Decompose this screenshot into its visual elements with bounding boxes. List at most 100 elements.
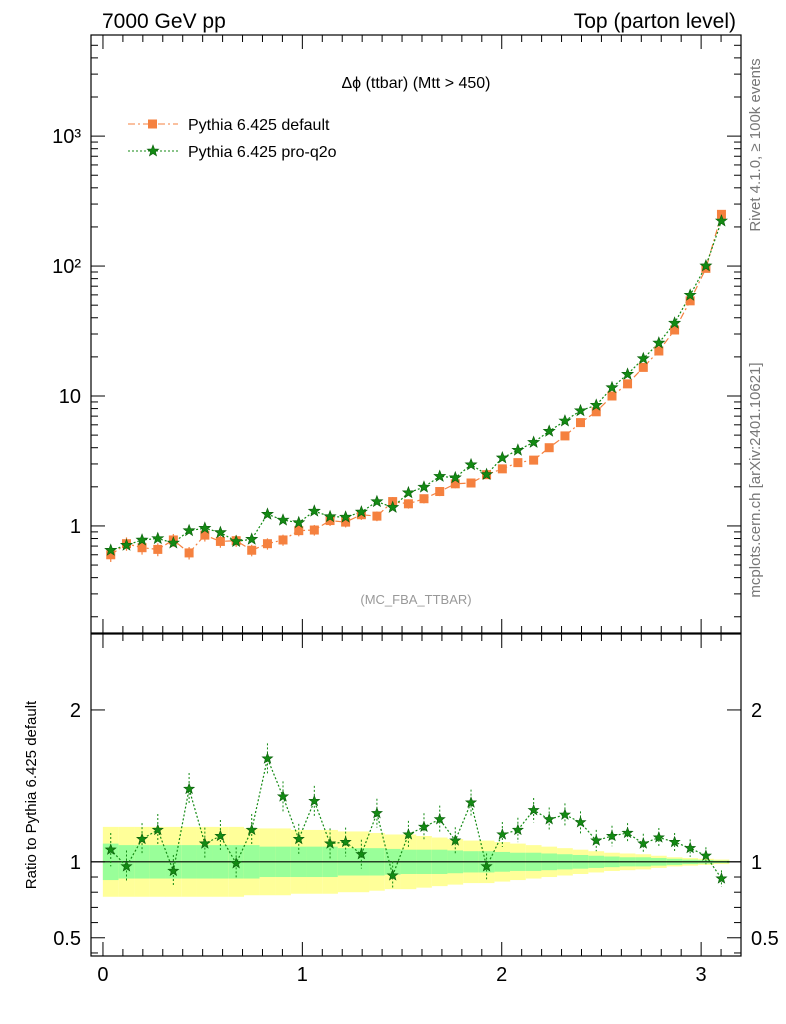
- analysis-watermark: (MC_FBA_TTBAR): [360, 592, 471, 607]
- legend: Pythia 6.425 default Pythia 6.425 pro-q2…: [128, 117, 337, 161]
- main-axis-ticks: 1 10 10² 10³: [52, 34, 742, 633]
- point-default-13: [309, 525, 319, 535]
- point-default-23: [466, 478, 476, 488]
- ratio-point-16: [355, 847, 368, 860]
- ratio-point-27: [527, 803, 540, 816]
- ratio-point-1: [120, 860, 133, 872]
- point-proq2o-32: [605, 380, 619, 394]
- point-default-27: [529, 455, 539, 465]
- ratio-point-18: [386, 869, 399, 881]
- point-proq2o-27: [527, 435, 541, 448]
- ratio-panel: 0.5 0.5 1 1 2 2 0 1 2 3 Ratio to Pythia 6.425 def…: [23, 633, 779, 986]
- point-default-31: [591, 407, 601, 417]
- ratio-point-35: [652, 831, 665, 843]
- legend-marker-default: [148, 119, 157, 129]
- xtick-label-3: 3: [696, 964, 707, 986]
- ratio-ytick-label-left-0: 0.5: [53, 928, 81, 950]
- point-proq2o-0: [104, 543, 118, 556]
- point-default-35: [654, 346, 664, 356]
- point-proq2o-2: [135, 533, 149, 546]
- legend-entry-default: Pythia 6.425 default: [128, 117, 330, 134]
- point-proq2o-19: [401, 485, 415, 499]
- point-proq2o-22: [448, 470, 462, 484]
- point-default-5: [184, 548, 194, 558]
- ratio-point-11: [276, 790, 290, 802]
- point-proq2o-36: [668, 316, 682, 329]
- ratio-point-5: [183, 782, 196, 795]
- point-proq2o-31: [589, 398, 603, 411]
- point-proq2o-7: [213, 525, 227, 539]
- point-default-20: [419, 494, 429, 504]
- header-right: Top (parton level): [574, 10, 736, 33]
- ratio-point-7: [214, 829, 227, 842]
- ratio-point-3: [151, 823, 164, 836]
- point-default-37: [685, 296, 695, 306]
- point-proq2o-24: [480, 467, 494, 481]
- ratio-point-17: [370, 806, 383, 819]
- point-proq2o-11: [276, 513, 290, 526]
- mcplots-citation-label: mcplots.cern.ch [arXiv:2401.10621]: [747, 362, 764, 597]
- ratio-ytick-label-right-1: 1: [751, 852, 762, 874]
- point-default-28: [544, 443, 554, 453]
- rivet-version-label: Rivet 4.1.0, ≥ 100k events: [747, 58, 764, 231]
- point-default-29: [560, 431, 570, 441]
- ratio-point-29: [558, 808, 571, 820]
- ratio-point-32: [605, 829, 619, 842]
- point-default-19: [403, 499, 413, 509]
- ratio-point-13: [308, 794, 321, 807]
- ratio-point-19: [402, 828, 415, 840]
- ratio-point-14: [324, 837, 337, 849]
- ratio-point-36: [668, 835, 681, 848]
- point-proq2o-18: [386, 500, 400, 513]
- point-default-33: [623, 379, 633, 389]
- ratio-ytick-label-left-1: 1: [70, 852, 81, 874]
- point-proq2o-25: [495, 451, 509, 464]
- point-proq2o-33: [621, 367, 635, 380]
- ratio-point-6: [198, 837, 211, 849]
- legend-label-proq2o: Pythia 6.425 pro-q2o: [188, 144, 337, 161]
- main-ytick-label-3: 10³: [52, 126, 81, 148]
- header-left: 7000 GeV pp: [102, 10, 226, 33]
- ratio-point-20: [417, 820, 431, 833]
- point-proq2o-5: [182, 523, 196, 537]
- ratio-point-39: [715, 872, 728, 884]
- point-proq2o-26: [511, 443, 525, 456]
- point-default-12: [294, 526, 304, 536]
- xtick-label-2: 2: [496, 964, 507, 986]
- ratio-point-26: [511, 823, 524, 836]
- point-proq2o-28: [542, 424, 556, 437]
- point-default-34: [638, 362, 648, 372]
- ratio-point-25: [496, 828, 509, 840]
- point-default-6: [200, 530, 210, 540]
- ratio-point-31: [590, 834, 603, 846]
- point-default-7: [215, 536, 225, 546]
- ratio-ytick-label-right-2: 2: [751, 700, 762, 722]
- point-proq2o-9: [245, 532, 259, 545]
- ratio-point-9: [245, 823, 258, 836]
- point-default-25: [497, 464, 507, 474]
- ratio-point-8: [230, 856, 243, 869]
- main-ytick-label-0: 1: [70, 516, 81, 538]
- ratio-line-proq2o: [110, 756, 722, 879]
- ratio-point-24: [480, 860, 493, 872]
- main-ytick-label-2: 10²: [52, 256, 81, 278]
- point-default-15: [341, 517, 351, 527]
- point-proq2o-3: [151, 531, 165, 545]
- main-panel: 1 10 10² 10³ Δϕ (ttbar) (Mtt > 450) (MC_FBA…: [52, 34, 742, 634]
- point-proq2o-30: [573, 403, 588, 417]
- ratio-point-23: [464, 796, 478, 808]
- point-default-3: [153, 544, 163, 554]
- point-proq2o-8: [229, 534, 243, 547]
- point-default-36: [670, 325, 680, 335]
- ratio-point-30: [574, 815, 587, 828]
- point-proq2o-10: [260, 507, 274, 520]
- point-proq2o-15: [339, 510, 353, 523]
- ratio-ytick-label-left-2: 2: [70, 700, 81, 722]
- ratio-plot-area: [91, 743, 741, 897]
- legend-marker-proq2o: [146, 144, 160, 157]
- point-proq2o-21: [433, 469, 447, 482]
- ratio-point-37: [684, 841, 697, 854]
- ratio-point-21: [433, 812, 446, 825]
- point-default-10: [262, 539, 272, 549]
